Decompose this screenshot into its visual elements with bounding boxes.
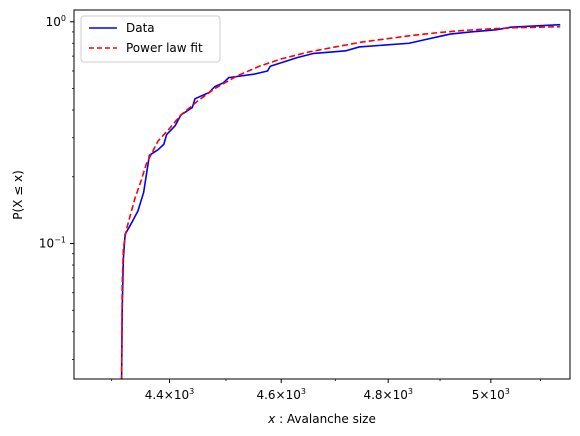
y-axis-label: P(X ≤ x) (11, 170, 25, 220)
x-tick-label: 4.8×103 (363, 387, 413, 402)
series-line-power-law-fit (120, 25, 561, 379)
x-axis-label-symbol: x (267, 412, 276, 426)
legend-label-data: Data (126, 21, 155, 35)
x-tick-label: 4.6×103 (256, 387, 306, 402)
y-axis-ticks: 100 10−1 (39, 14, 74, 360)
y-tick-label: 10−1 (39, 236, 66, 251)
y-tick-label: 100 (46, 14, 66, 29)
legend-label-power-law-fit: Power law fit (126, 41, 203, 55)
x-axis-label-text: : Avalanche size (275, 412, 376, 426)
legend: Data Power law fit (80, 15, 221, 63)
series-line-data (120, 23, 561, 379)
plot-frame (73, 9, 571, 380)
series-layer (120, 23, 561, 379)
x-tick-label: 4.4×103 (145, 387, 195, 402)
x-axis-label: x : Avalanche size (267, 412, 376, 426)
x-tick-label: 5×103 (472, 387, 510, 402)
x-axis-ticks: 4.4×103 4.6×103 4.8×103 5×103 (111, 379, 541, 402)
